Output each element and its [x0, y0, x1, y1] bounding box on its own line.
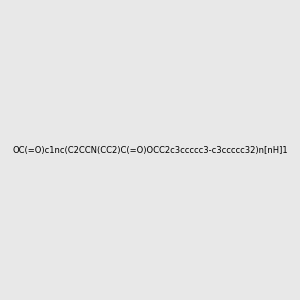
Text: OC(=O)c1nc(C2CCN(CC2)C(=O)OCC2c3ccccc3-c3ccccc32)n[nH]1: OC(=O)c1nc(C2CCN(CC2)C(=O)OCC2c3ccccc3-c…: [12, 146, 288, 154]
